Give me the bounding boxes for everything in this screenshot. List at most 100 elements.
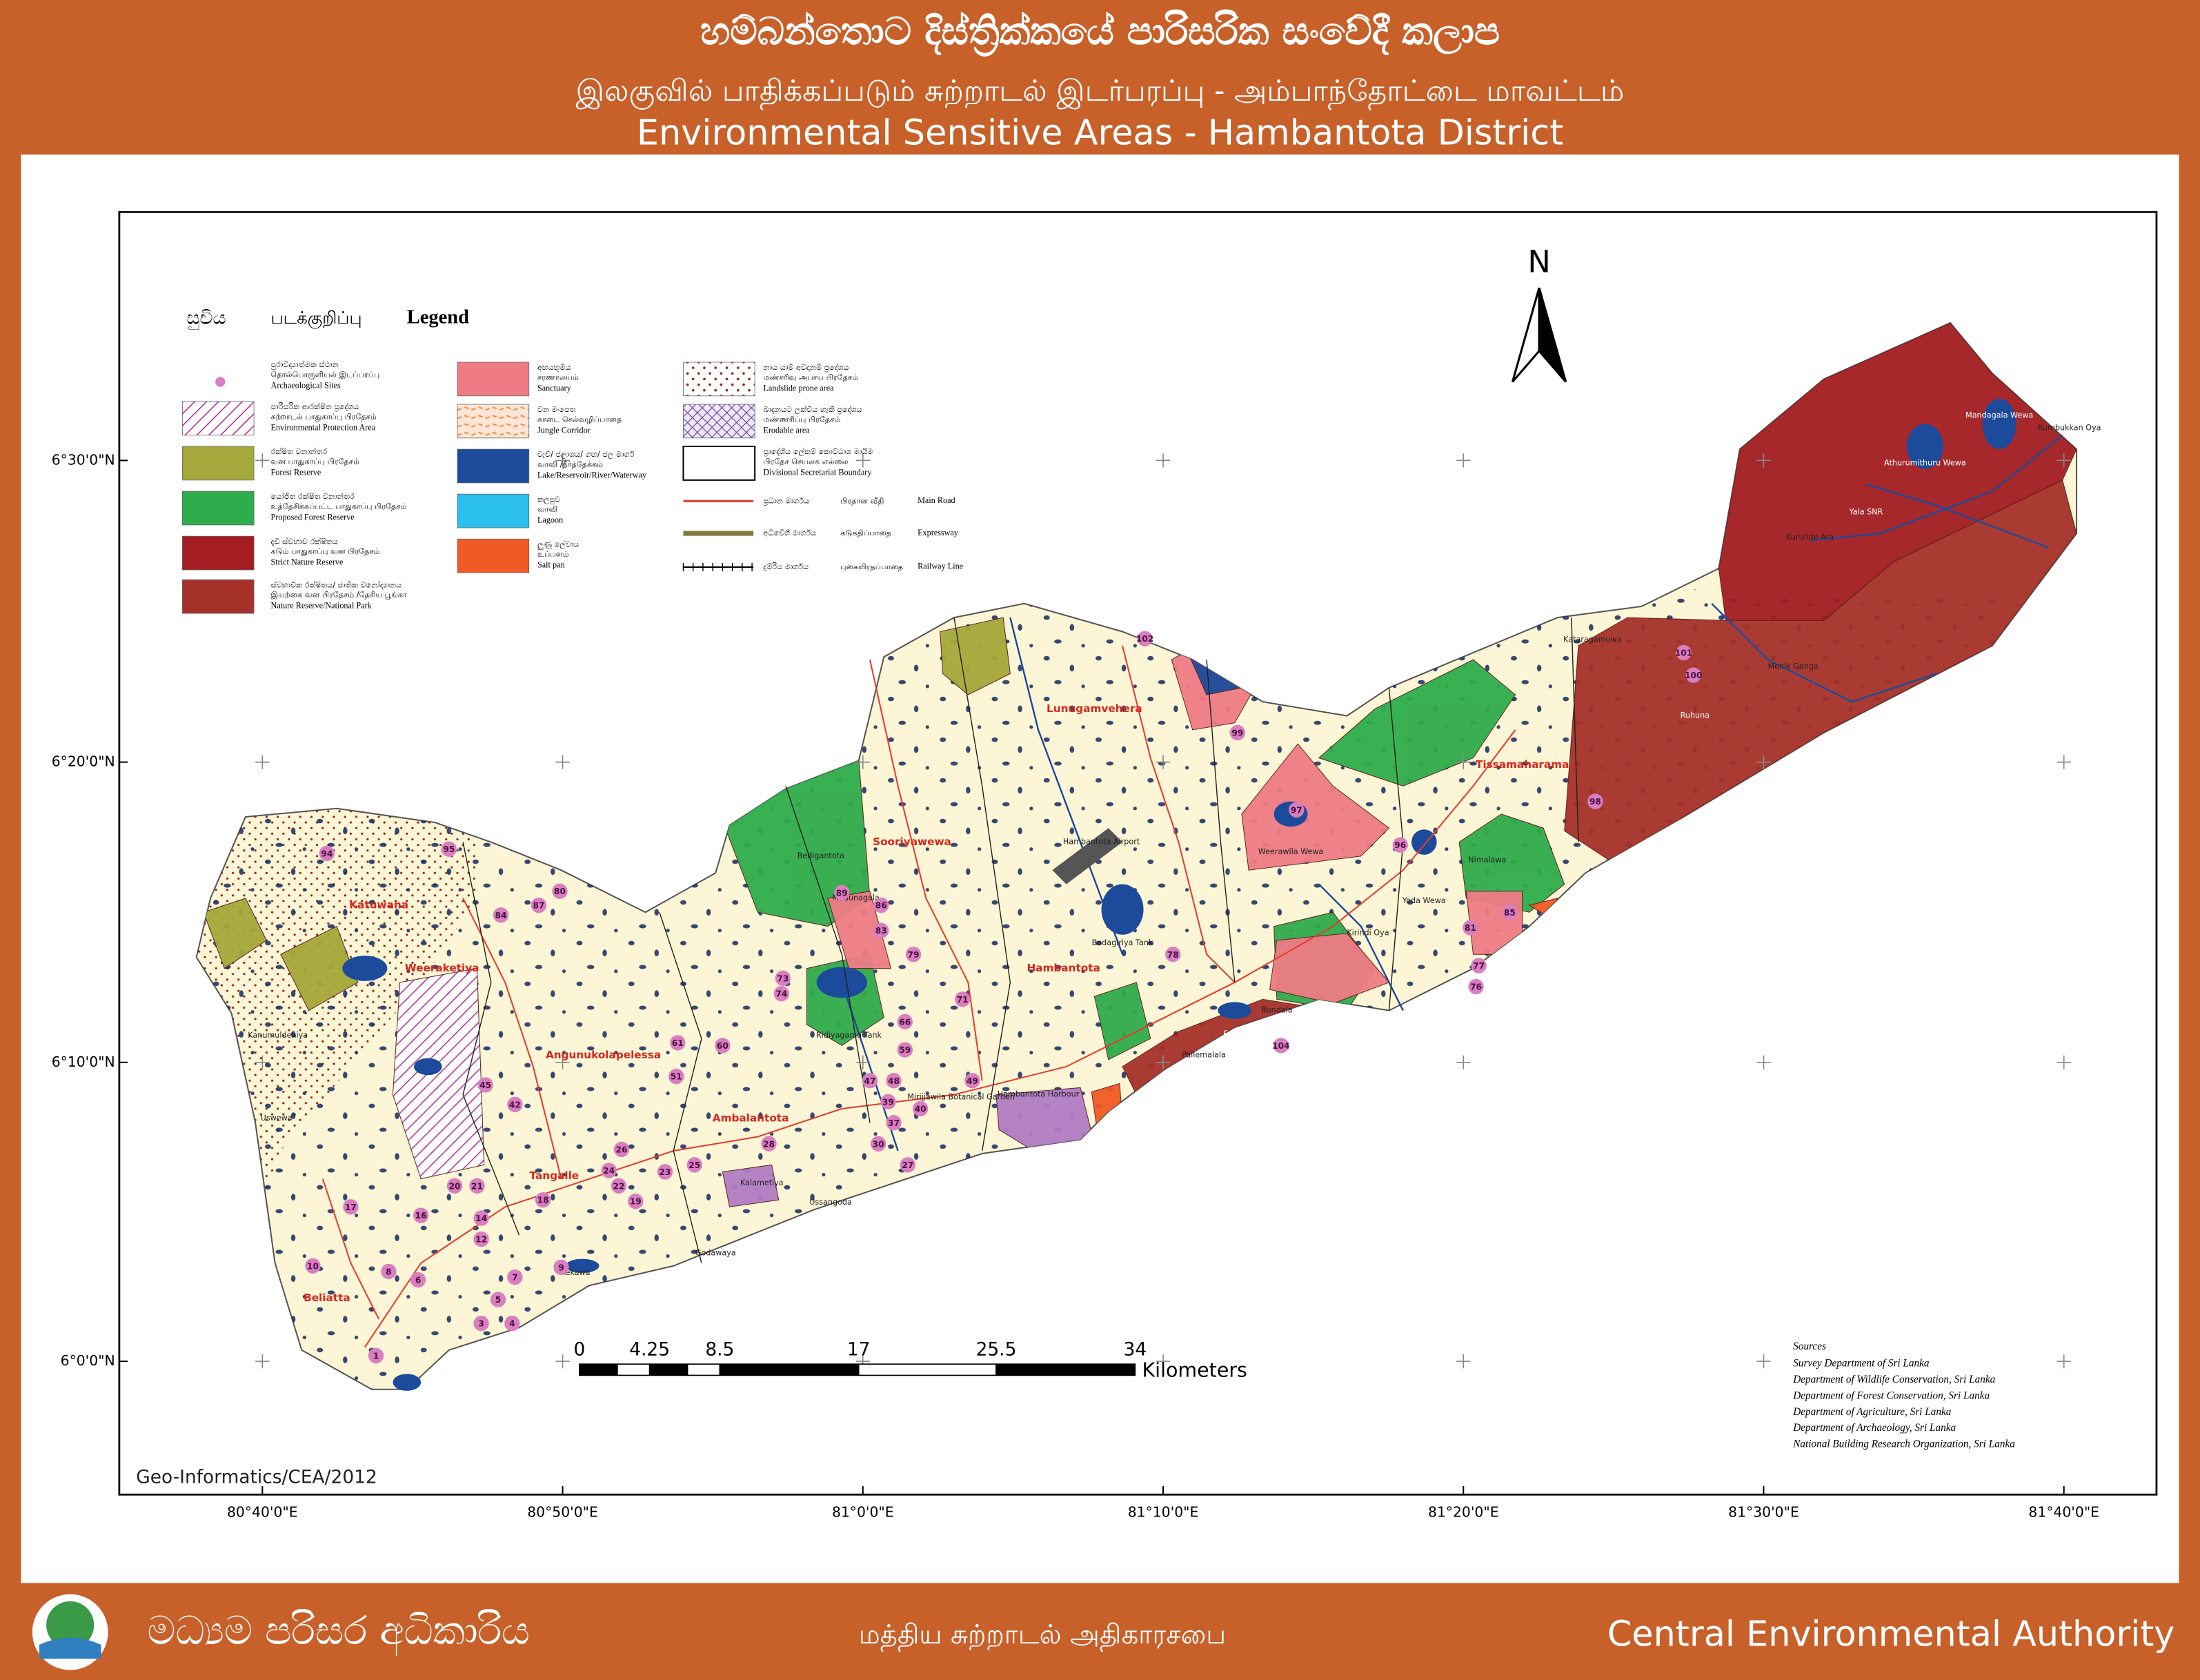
lat-label: 6°30'0"N: [52, 451, 115, 468]
site-marker: [761, 1136, 777, 1152]
scale-segment: [719, 1363, 860, 1376]
graticule-cross: [1756, 755, 1771, 769]
graticule-cross: [255, 453, 270, 468]
footer-tamil: மத்திய சுற்றாடல் அதிகாரசபை: [859, 1619, 1226, 1652]
site-marker: [441, 841, 457, 857]
protected-area: [1318, 659, 1516, 787]
site-marker: [1502, 905, 1518, 920]
scale-label: 25.5: [976, 1338, 1017, 1360]
place-label: Nimalawa: [1468, 856, 1506, 864]
site-marker: [473, 1210, 489, 1226]
town-label: Tissamaharama: [1476, 758, 1569, 771]
site-marker: [613, 1141, 630, 1158]
protected-area: [280, 925, 359, 1011]
scale-label: 0: [574, 1338, 586, 1360]
site-number: 3: [478, 1319, 484, 1329]
sources-heading: Sources: [1793, 1341, 1826, 1352]
place-label: Kirindi Oya: [1347, 929, 1389, 938]
lake: [565, 1258, 599, 1273]
graticule-cross: [2057, 755, 2071, 769]
site-marker: [657, 1164, 673, 1180]
legend-si: ඛාදනයට ලක්විය හැකි ප්‍රදේශය: [763, 404, 862, 415]
scale-segment: [995, 1363, 1136, 1376]
site-number: 71: [957, 995, 969, 1005]
site-number: 7: [512, 1273, 517, 1283]
legend-en: Proposed Forest Reserve: [271, 513, 355, 522]
site-number: 26: [615, 1145, 627, 1154]
site-number: 97: [1291, 805, 1302, 815]
town-label: Tangalle: [530, 1169, 579, 1182]
town-label: Lunugamvehera: [1047, 702, 1142, 715]
town-label: Angunukolapelessa: [546, 1049, 661, 1061]
site-marker: [873, 922, 889, 938]
site-marker: [862, 1073, 878, 1089]
legend-si: පාරිසරික ආරක්ෂිත ප්‍රදේශය: [271, 402, 359, 412]
ds-boundary: [785, 785, 871, 1123]
site-number: 76: [1470, 982, 1482, 992]
graticule-cross: [255, 755, 270, 769]
site-number: 59: [899, 1045, 911, 1055]
legend-en: Divisional Secretariat Boundary: [763, 467, 872, 477]
site-marker: [628, 1194, 644, 1209]
legend-si: අභයභූමිය: [537, 363, 571, 373]
graticule-cross: [1456, 755, 1471, 769]
legend-ta: பிரதான வீதி: [840, 496, 884, 505]
place-label: Uswewa: [261, 1114, 293, 1123]
graticule-cross: [855, 453, 870, 468]
legend-ta: புகையிரதப்பாதை: [840, 562, 903, 571]
site-marker: [535, 1192, 551, 1208]
site-number: 39: [882, 1097, 894, 1107]
site-marker: [469, 1178, 485, 1194]
main-road: [364, 729, 1516, 1348]
scale-segment: [686, 1363, 721, 1376]
site-marker: [775, 970, 791, 987]
main-road: [1122, 645, 1236, 983]
protected-area: [1269, 933, 1390, 1004]
protected-area: [392, 967, 485, 1180]
town-label: Beliatta: [304, 1292, 350, 1304]
site-number: 98: [1589, 797, 1601, 807]
graticule-cross: [555, 453, 570, 468]
lat-label: 6°20'0"N: [52, 753, 115, 770]
site-marker: [912, 1100, 929, 1117]
site-marker: [1289, 802, 1305, 818]
lake: [393, 1374, 422, 1391]
river: [1711, 602, 1937, 703]
legend-swatch: [181, 401, 255, 436]
airport: [1052, 828, 1123, 885]
site-number: 85: [1504, 908, 1516, 918]
lake: [1906, 424, 1943, 469]
town-label: Katuwana: [349, 899, 408, 911]
legend-heading-si: සුචිය: [186, 307, 226, 330]
site-number: 47: [864, 1076, 875, 1086]
site-marker: [1165, 947, 1181, 962]
site-marker: [955, 991, 971, 1007]
graticule-cross: [1156, 1055, 1171, 1070]
site-number: 4: [509, 1319, 515, 1329]
site-marker: [897, 1042, 913, 1058]
site-marker: [601, 1163, 617, 1178]
legend-en: Environmental Protection Area: [271, 422, 376, 432]
legend-ta: வாவி: [537, 505, 557, 514]
legend-ta: பிரதேச செயலக எல்லை: [763, 457, 848, 466]
site-marker: [668, 1069, 684, 1085]
legend-ta: தொல்பொருளியல் இடப்பரப்பு: [271, 370, 380, 379]
site-number: 89: [836, 888, 848, 898]
legend-en: Forest Reserve: [271, 467, 321, 477]
legend-ta: கடும் பாதுகாப்பு வன பிரதேசம்: [271, 547, 380, 556]
place-label: Godawaya: [695, 1248, 736, 1257]
legend-si: කලපුව: [537, 495, 560, 504]
legend-si: රක්ෂිත වනාන්තර: [271, 446, 328, 456]
site-number: 61: [672, 1038, 684, 1048]
graticule-cross: [1156, 1354, 1171, 1369]
legend-swatch: [457, 404, 530, 439]
lon-label: 81°20'0"E: [1428, 1504, 1499, 1521]
site-marker: [531, 897, 547, 913]
site-number: 14: [475, 1214, 487, 1223]
graticule-cross: [1156, 755, 1171, 769]
site-number: 80: [554, 887, 566, 896]
site-number: 8: [386, 1267, 391, 1276]
legend-si: දැඩි ස්වභාව රක්ෂිතය: [271, 536, 338, 546]
protected-area: [1093, 982, 1151, 1060]
